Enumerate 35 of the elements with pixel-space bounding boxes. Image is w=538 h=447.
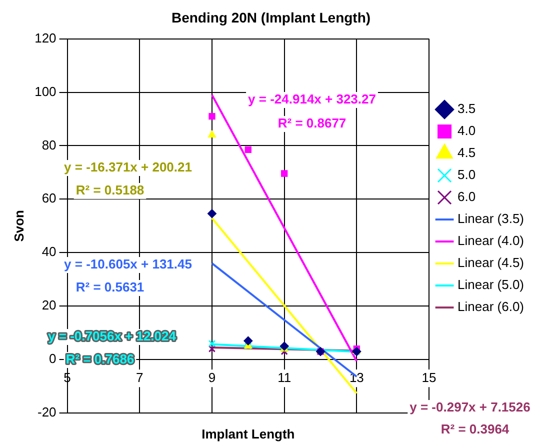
y-tick-label: 20 bbox=[42, 298, 56, 313]
legend-label: 6.0 bbox=[458, 189, 476, 204]
legend-label: 5.0 bbox=[458, 167, 476, 182]
y-tick-label: 100 bbox=[34, 84, 56, 99]
annotation: R² = 0.7686 bbox=[66, 352, 134, 367]
legend-label: 4.5 bbox=[458, 145, 476, 160]
legend-label: Linear (4.0) bbox=[458, 233, 524, 248]
y-tick-label: -20 bbox=[37, 404, 56, 420]
annotation: y = -24.914x + 323.27 bbox=[248, 92, 376, 107]
x-tick-label: 9 bbox=[208, 370, 216, 385]
text: R² = 0.3964 bbox=[440, 422, 510, 437]
annotation: y = -0.7056x + 12.024 bbox=[48, 328, 177, 344]
legend-label: Linear (5.0) bbox=[458, 277, 524, 292]
annotation: y = -16.371x + 200.21 bbox=[64, 160, 192, 175]
annotation: y = -10.605x + 131.45 bbox=[64, 256, 192, 272]
y-tick-label: 80 bbox=[42, 137, 56, 152]
x-axis-title: Implant Length bbox=[202, 426, 295, 442]
legend-label: Linear (6.0) bbox=[458, 299, 524, 314]
legend-label: 4.0 bbox=[458, 123, 476, 138]
y-tick-label: 120 bbox=[34, 30, 56, 46]
annotation: R² = 0.5631 bbox=[76, 280, 144, 295]
y-tick-label: 40 bbox=[42, 244, 56, 260]
y-tick-label: 0 bbox=[49, 351, 56, 366]
legend-label: Linear (3.5) bbox=[458, 211, 524, 226]
annotation: R² = 0.8677 bbox=[278, 116, 346, 131]
x-tick-label: 7 bbox=[136, 370, 144, 385]
annotation: y = -0.297x + 7.1526 bbox=[410, 400, 530, 415]
x-tick-label: 15 bbox=[422, 370, 436, 385]
legend-label: Linear (4.5) bbox=[458, 255, 524, 270]
x-tick-label: 11 bbox=[278, 370, 292, 385]
annotation: R² = 0.5188 bbox=[76, 182, 144, 198]
chart-title: Bending 20N (Implant Length) bbox=[171, 9, 371, 26]
y-tick-label: 60 bbox=[42, 190, 56, 206]
legend-label: 3.5 bbox=[458, 101, 476, 116]
y-axis-title: Svon bbox=[11, 210, 26, 242]
